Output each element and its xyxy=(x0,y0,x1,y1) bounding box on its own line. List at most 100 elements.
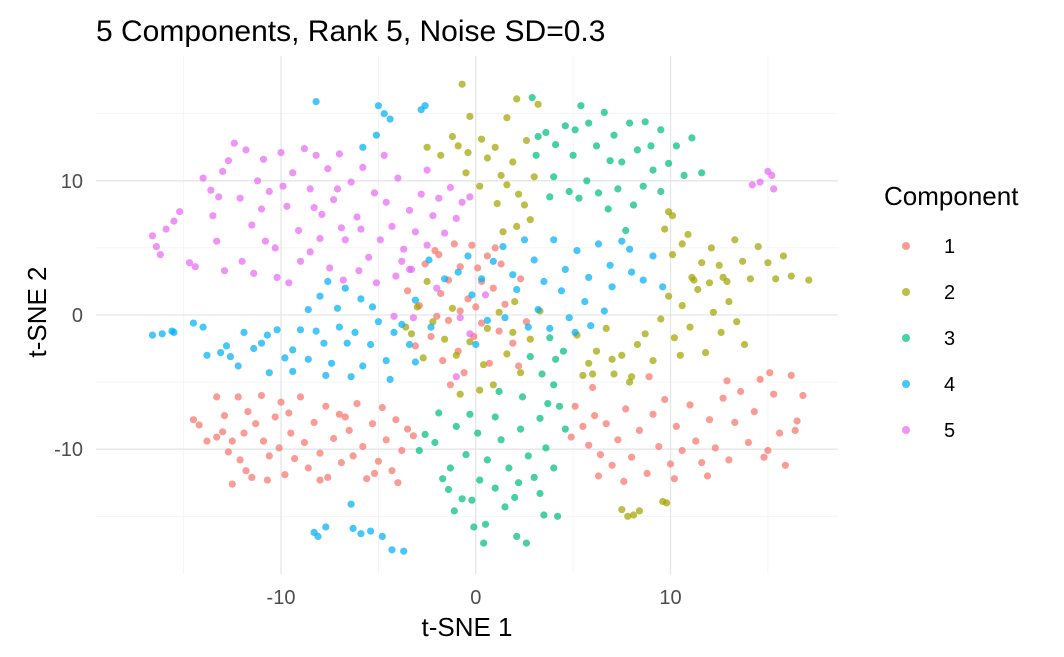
data-point xyxy=(320,339,328,347)
y-tick-label: 0 xyxy=(72,305,83,327)
data-point xyxy=(626,245,634,253)
data-point xyxy=(655,442,663,451)
data-point xyxy=(238,257,246,265)
data-point xyxy=(480,539,488,547)
data-point xyxy=(787,371,795,379)
data-point xyxy=(639,182,647,190)
y-tick-label: -10 xyxy=(54,439,83,461)
data-point xyxy=(400,547,408,555)
data-point xyxy=(244,408,252,416)
data-point xyxy=(511,298,519,306)
data-point xyxy=(628,268,636,276)
data-point xyxy=(324,473,332,481)
data-point xyxy=(770,390,778,398)
data-point xyxy=(565,314,573,322)
data-point xyxy=(351,328,359,336)
data-point xyxy=(565,187,573,196)
data-point xyxy=(152,243,160,251)
data-point xyxy=(404,425,412,433)
data-point xyxy=(359,163,367,171)
data-point xyxy=(744,438,753,447)
data-point xyxy=(257,205,266,213)
data-point xyxy=(452,214,460,222)
data-point xyxy=(411,228,419,236)
data-point xyxy=(191,263,199,271)
data-point xyxy=(162,225,170,233)
data-point xyxy=(439,475,447,483)
data-point xyxy=(312,98,320,106)
data-point xyxy=(347,500,355,508)
data-point xyxy=(513,95,521,103)
data-point xyxy=(411,358,419,366)
data-point xyxy=(737,387,745,396)
data-point xyxy=(589,370,597,378)
data-point xyxy=(528,94,536,102)
chart-title: 5 Components, Rank 5, Noise SD=0.3 xyxy=(96,15,605,48)
data-point xyxy=(289,346,297,354)
data-point xyxy=(524,323,532,331)
data-point xyxy=(733,318,741,326)
data-point xyxy=(522,539,531,547)
data-point xyxy=(279,182,287,190)
data-point xyxy=(312,327,320,335)
data-point xyxy=(185,259,194,267)
data-point xyxy=(316,234,324,243)
data-point xyxy=(633,146,642,154)
data-point xyxy=(776,429,784,437)
data-point xyxy=(515,190,523,198)
data-point xyxy=(536,489,544,498)
data-point xyxy=(378,404,386,412)
data-point xyxy=(333,185,342,193)
data-point xyxy=(554,512,562,520)
data-point xyxy=(503,114,511,122)
data-point xyxy=(620,477,628,485)
data-point xyxy=(591,412,599,420)
data-point xyxy=(355,267,363,275)
data-point xyxy=(711,444,719,452)
data-point xyxy=(781,461,790,469)
data-point xyxy=(333,304,342,312)
data-point xyxy=(213,237,221,245)
data-point xyxy=(158,330,166,338)
data-point xyxy=(458,80,466,88)
data-point xyxy=(587,322,595,330)
data-point xyxy=(347,178,355,186)
data-point xyxy=(213,433,221,441)
data-point xyxy=(629,511,638,519)
data-point xyxy=(228,480,236,488)
data-point xyxy=(228,437,236,445)
data-point xyxy=(367,527,375,535)
data-point xyxy=(335,150,343,158)
data-point xyxy=(374,102,382,110)
data-point xyxy=(594,240,603,248)
legend-label: 3 xyxy=(944,328,955,350)
data-point xyxy=(622,405,630,413)
data-point xyxy=(409,314,417,322)
data-point xyxy=(526,335,534,343)
data-point xyxy=(709,308,718,316)
data-point xyxy=(799,391,807,400)
data-point xyxy=(390,312,398,320)
data-point xyxy=(275,444,283,452)
data-point xyxy=(316,449,324,457)
data-point xyxy=(571,402,579,410)
data-point xyxy=(489,284,497,292)
data-point xyxy=(668,251,677,259)
data-point xyxy=(252,420,260,428)
data-point xyxy=(626,119,634,127)
data-point xyxy=(421,430,429,438)
data-point xyxy=(678,446,686,455)
data-point xyxy=(629,201,638,209)
data-point xyxy=(520,201,529,209)
data-point xyxy=(242,467,250,475)
data-point xyxy=(665,292,673,300)
data-point xyxy=(300,145,308,153)
data-point xyxy=(446,183,454,192)
data-point xyxy=(678,302,686,310)
data-point xyxy=(388,546,396,554)
data-point xyxy=(219,167,227,175)
series-3 xyxy=(415,94,706,547)
data-point xyxy=(618,351,626,359)
data-point xyxy=(715,261,723,269)
data-point xyxy=(546,324,554,332)
